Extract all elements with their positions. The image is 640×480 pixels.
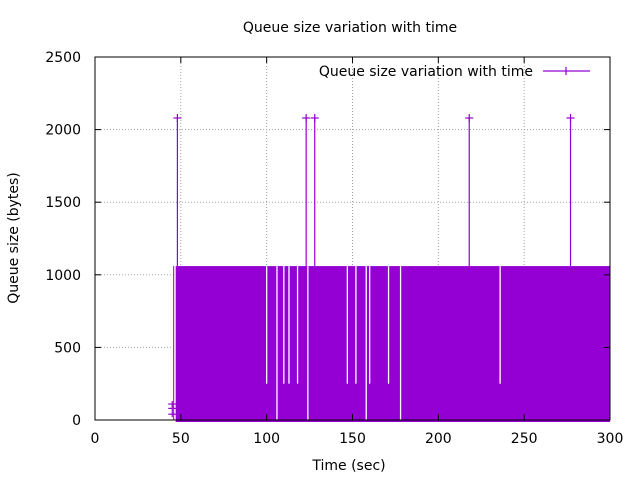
data-band [176, 266, 610, 422]
y-tick-label: 500 [54, 340, 81, 356]
x-tick-label: 300 [597, 431, 624, 447]
x-tick-label: 50 [172, 431, 190, 447]
y-tick-label: 2500 [45, 50, 81, 66]
y-tick-label: 2000 [45, 123, 81, 139]
y-tick-label: 1000 [45, 268, 81, 284]
x-axis-label: Time (sec) [311, 458, 385, 474]
chart-title: Queue size variation with time [243, 20, 457, 36]
x-tick-label: 0 [91, 431, 100, 447]
legend: Queue size variation with time [319, 64, 590, 80]
legend-label: Queue size variation with time [319, 64, 533, 80]
y-axis-label: Queue size (bytes) [6, 172, 22, 304]
y-tick-label: 1500 [45, 195, 81, 211]
plot-area [168, 114, 610, 422]
x-tick-label: 250 [511, 431, 538, 447]
x-tick-label: 150 [339, 431, 366, 447]
x-tick-label: 200 [425, 431, 452, 447]
y-tick-label: 0 [72, 413, 81, 429]
x-tick-label: 100 [253, 431, 280, 447]
